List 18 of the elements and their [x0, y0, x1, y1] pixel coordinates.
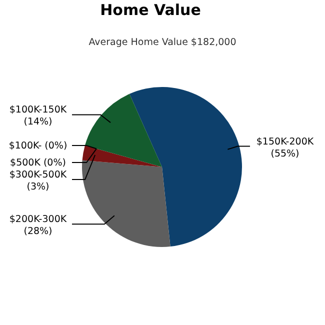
slice-label: $150K-200K [256, 136, 314, 148]
chart-subtitle: Average Home Value $182,000 [88, 37, 236, 48]
category-label: $100K- [8, 140, 42, 152]
pie-slice [129, 87, 242, 247]
text: (0%) [44, 140, 68, 152]
pie-slice [82, 145, 162, 167]
data-label: (3%) [26, 181, 50, 192]
slice-label: $300K-500K [9, 169, 68, 180]
pie-slice [82, 160, 170, 247]
text: (0%) [43, 157, 66, 168]
data-label: (55%) [270, 148, 300, 160]
slice-label: $100K-150K [9, 104, 68, 116]
slice-label: $200K-300K [9, 214, 68, 226]
data-label: (14%) [24, 116, 52, 128]
pie-slice [84, 94, 162, 167]
chart-title: Home Value [100, 1, 201, 19]
category-label: $500K [10, 157, 40, 168]
data-label: (28%) [24, 226, 52, 238]
